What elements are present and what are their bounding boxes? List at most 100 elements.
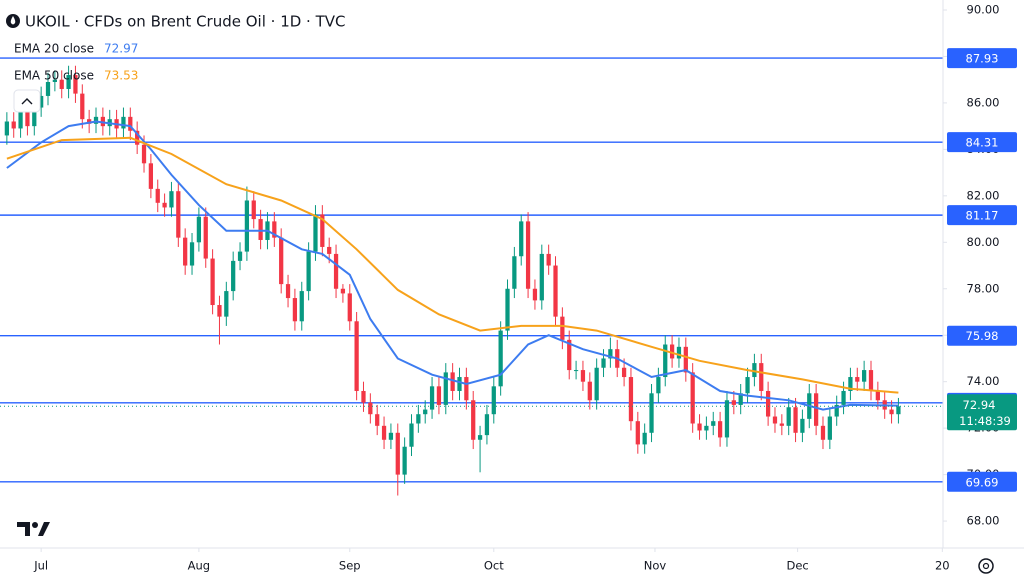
x-tick-label: Nov — [644, 559, 667, 573]
candle-body — [183, 237, 188, 266]
candle-body — [765, 390, 771, 417]
candle-body — [491, 386, 496, 415]
countdown-label: 11:48:39 — [959, 414, 1011, 428]
legend-name: EMA 50 close — [14, 69, 94, 83]
settings-icon-core — [982, 562, 990, 570]
candle-body — [663, 344, 668, 378]
candle-body — [450, 372, 455, 391]
candle-body — [841, 390, 846, 405]
candle-body — [258, 219, 263, 240]
candle-body — [580, 370, 586, 382]
candle-body — [155, 188, 160, 203]
candle-body — [189, 242, 195, 266]
candle-body — [594, 367, 599, 401]
candle-body — [800, 418, 805, 433]
candle-body — [66, 75, 71, 89]
candle-body — [237, 251, 243, 261]
logo-part — [17, 522, 30, 536]
candle-body — [11, 121, 16, 129]
candle-body — [210, 258, 215, 306]
y-tick-label: 86.00 — [967, 95, 1000, 109]
candle-body — [313, 214, 318, 252]
candle-body — [642, 432, 647, 445]
candle-body — [779, 423, 784, 426]
candle-body — [80, 93, 85, 120]
candle-body — [292, 298, 298, 322]
candle-body — [676, 346, 682, 359]
candle-body — [601, 358, 606, 368]
candle-body — [299, 291, 304, 322]
candle-body — [505, 288, 510, 331]
candle-body — [525, 221, 531, 289]
candle-body — [148, 163, 154, 189]
y-tick-label: 74.00 — [967, 374, 1000, 388]
candle-body — [745, 377, 750, 394]
candle-body — [457, 377, 462, 391]
y-tick-label: 68.00 — [967, 514, 1000, 528]
candle-body — [731, 400, 736, 405]
settings-icon[interactable] — [978, 558, 994, 574]
candle-body — [176, 191, 181, 238]
collapse-button[interactable] — [13, 89, 41, 113]
candle-body — [443, 372, 448, 405]
candle-body — [683, 346, 688, 373]
candle-body — [141, 144, 147, 164]
candle-body — [121, 116, 126, 129]
level-label-box — [947, 132, 1017, 153]
candle-body — [436, 386, 442, 405]
candle-body — [553, 265, 558, 317]
candle-body — [135, 130, 140, 145]
candle-body — [354, 321, 359, 391]
candle-body — [340, 288, 346, 294]
candle-body — [347, 293, 352, 322]
candle-body — [656, 377, 661, 394]
level-label-box — [947, 205, 1017, 226]
candle-body — [704, 425, 709, 431]
candle-body — [244, 200, 250, 252]
candle-body — [471, 400, 476, 440]
candle-body — [464, 377, 469, 401]
candle-body — [539, 253, 544, 301]
last-price-box — [947, 394, 1017, 431]
candle-body — [306, 251, 311, 292]
collapse-icon — [21, 98, 33, 105]
candle-body — [272, 221, 277, 238]
level-label: 87.93 — [966, 52, 999, 66]
candle-body — [395, 432, 400, 475]
last-price-label: 72.94 — [963, 398, 996, 412]
symbol-icon-drop — [10, 16, 16, 25]
candle-body — [587, 381, 592, 401]
candle-body — [669, 344, 675, 359]
candle-body — [848, 377, 853, 391]
candle-body — [409, 423, 414, 447]
candle-body — [169, 191, 174, 208]
candle-body — [862, 370, 867, 382]
candle-body — [32, 107, 37, 127]
candle-body — [4, 121, 9, 136]
y-tick-label: 82.00 — [967, 188, 1000, 202]
candle-body — [793, 407, 798, 433]
candle-body — [285, 284, 291, 299]
candle-body — [217, 305, 222, 317]
candle-body — [827, 416, 832, 440]
candle-body — [327, 246, 332, 254]
y-tick-label: 90.00 — [967, 2, 1000, 16]
candle-body — [162, 202, 167, 208]
candle-body — [39, 95, 44, 108]
tv-logo — [17, 522, 50, 536]
candle-body — [628, 377, 634, 422]
candle-body — [621, 367, 627, 378]
candle-body — [87, 119, 92, 124]
candle-body — [251, 200, 256, 220]
candle-body — [477, 435, 483, 440]
candle-body — [649, 393, 654, 433]
candle-body — [73, 75, 78, 94]
candle-body — [717, 421, 723, 438]
candle-body — [402, 446, 407, 475]
level-label: 84.31 — [966, 136, 999, 150]
level-label-box — [947, 325, 1017, 346]
candle-body — [512, 256, 517, 289]
logo-part — [38, 522, 50, 536]
candle-body — [697, 423, 702, 431]
